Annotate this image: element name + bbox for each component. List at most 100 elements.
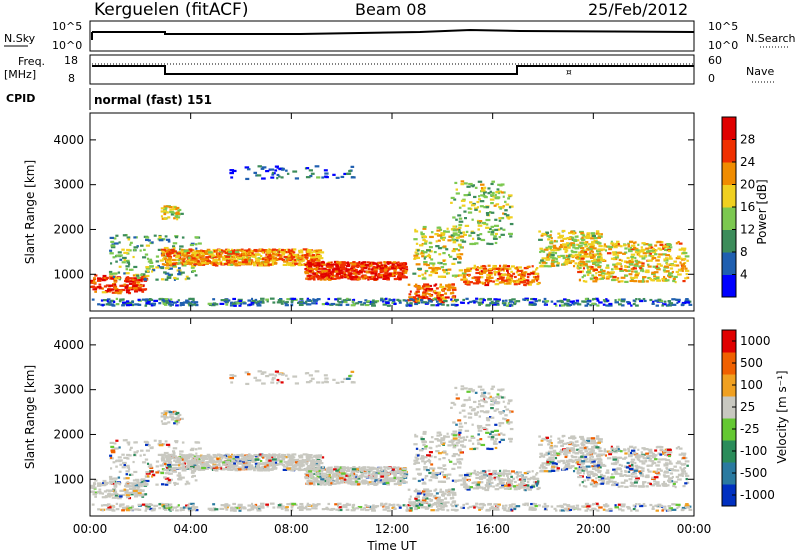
power-cell <box>216 252 219 256</box>
velocity-cell <box>180 476 185 479</box>
velocity-cell <box>173 459 176 462</box>
power-cell <box>336 272 341 275</box>
velocity-cell <box>201 468 206 471</box>
velocity-cell <box>382 478 388 481</box>
velocity-cell <box>190 447 195 450</box>
power-cell <box>497 272 501 275</box>
power-cell <box>445 284 448 287</box>
power-cell <box>684 301 690 304</box>
power-cell <box>190 249 193 252</box>
velocity-cell <box>301 459 304 462</box>
power-cell <box>639 299 644 303</box>
power-cell <box>321 260 324 264</box>
power-cell <box>586 265 592 268</box>
velocity-cell <box>379 479 382 482</box>
power-cell <box>684 269 690 272</box>
power-cell <box>610 242 615 245</box>
velocity-cell <box>145 441 150 444</box>
velocity-cell <box>366 466 370 469</box>
power-cell <box>380 297 384 300</box>
power-cell <box>616 254 620 257</box>
power-cell <box>448 235 453 238</box>
power-cell <box>254 298 258 302</box>
power-cell <box>340 300 344 303</box>
velocity-cell <box>114 494 119 497</box>
power-cell <box>166 261 170 264</box>
power-cell <box>594 264 598 267</box>
power-cell <box>204 252 209 256</box>
power-cell <box>225 259 230 262</box>
power-cell <box>201 263 206 266</box>
power-cell <box>278 257 284 261</box>
velocity-cell <box>129 448 132 451</box>
velocity-cell <box>300 462 304 465</box>
power-cell <box>578 266 582 270</box>
power-cell <box>618 258 622 262</box>
power-cell <box>386 278 391 281</box>
velocity-cell <box>200 465 206 468</box>
power-cell <box>585 241 589 244</box>
velocity-cell <box>280 455 283 458</box>
power-cell <box>617 277 620 280</box>
power-cell <box>304 271 309 274</box>
power-cell <box>365 270 369 273</box>
power-cell <box>385 267 391 271</box>
power-cell <box>125 302 130 305</box>
power-cell <box>318 271 324 275</box>
velocity-cell <box>171 468 177 471</box>
power-cell <box>326 263 330 266</box>
power-cell <box>425 287 429 291</box>
power-cell <box>200 255 205 258</box>
power-cell <box>174 251 179 254</box>
velocity-cell <box>330 466 333 469</box>
power-cell <box>195 247 198 250</box>
power-cell <box>458 274 463 277</box>
power-cell <box>164 272 170 275</box>
velocity-cell <box>108 494 112 497</box>
power-cell <box>468 274 471 277</box>
power-cell <box>507 217 511 220</box>
velocity-cell <box>302 453 308 456</box>
power-cell <box>513 283 518 286</box>
power-cell <box>98 283 102 286</box>
power-cell <box>576 266 580 269</box>
power-cell <box>563 261 569 264</box>
power-cell <box>414 302 419 306</box>
power-cell <box>613 246 618 249</box>
power-cell <box>513 302 517 306</box>
velocity-cell <box>255 455 258 458</box>
power-cell <box>337 297 342 300</box>
power-cell <box>664 279 670 282</box>
power-cell <box>437 298 441 301</box>
power-cell <box>485 206 490 209</box>
velocity-cell <box>306 457 309 460</box>
power-cell <box>455 225 458 228</box>
power-cell <box>128 277 134 280</box>
velocity-cell <box>326 468 330 471</box>
power-cell <box>503 191 506 194</box>
velocity-cell <box>164 483 169 486</box>
velocity-cell <box>188 462 192 466</box>
power-cell <box>568 231 573 235</box>
power-cell <box>478 298 484 301</box>
velocity-cell <box>108 489 114 492</box>
power-cell <box>593 277 599 280</box>
power-cell <box>536 282 540 286</box>
power-cell <box>309 267 314 270</box>
power-cell <box>371 304 376 307</box>
power-cell <box>624 247 628 250</box>
velocity-cell <box>112 480 115 483</box>
velocity-cell <box>292 453 297 456</box>
power-cell <box>415 294 421 297</box>
power-cell <box>338 269 343 272</box>
power-cell <box>355 275 359 278</box>
power-cell <box>374 267 380 270</box>
velocity-cell <box>182 467 188 470</box>
power-cell <box>110 251 113 254</box>
velocity-cell <box>145 443 150 447</box>
power-cell <box>173 217 176 220</box>
power-cell <box>368 276 372 279</box>
power-cell <box>121 261 126 264</box>
power-cell <box>384 300 390 303</box>
power-cell <box>508 216 513 219</box>
